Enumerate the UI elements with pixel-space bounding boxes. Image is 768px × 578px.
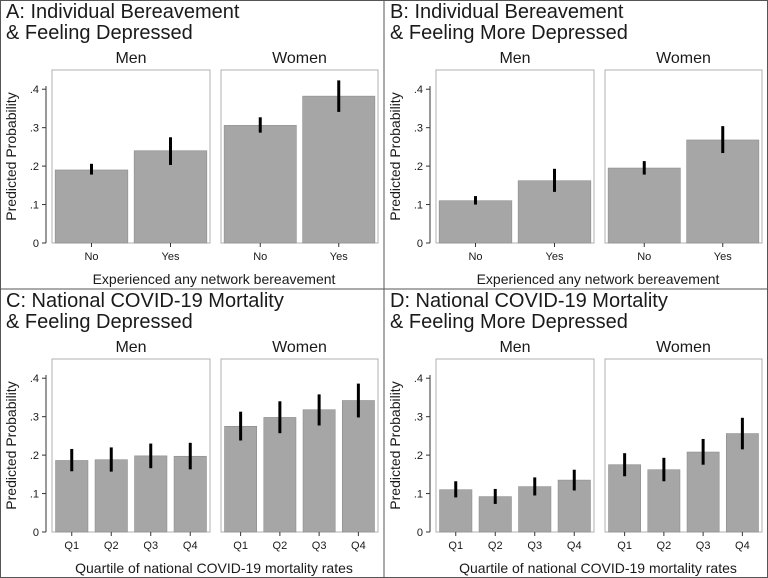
y-tick-label: .2 (414, 161, 423, 173)
x-tick-label: Yes (162, 251, 180, 263)
x-tick-label: Q2 (488, 540, 503, 552)
panel-a: A: Individual Bereavement & Feeling Depr… (0, 0, 384, 289)
x-axis-title: Quartile of national COVID-19 mortality … (75, 560, 353, 576)
bar (725, 433, 759, 533)
bar (607, 167, 681, 244)
x-tick-label: Q4 (351, 540, 366, 552)
panel-title: D: National COVID-19 Mortality & Feeling… (390, 291, 668, 333)
panel-b: B: Individual Bereavement & Feeling More… (384, 0, 768, 289)
panel-title-line-1: A: Individual Bereavement (6, 1, 240, 23)
bar (134, 455, 168, 533)
bar (686, 451, 720, 533)
panel-title-line-2: & Feeling More Depressed (390, 311, 628, 333)
x-axis-title: Experienced any network bereavement (477, 271, 720, 287)
panel-title-line-1: B: Individual Bereavement (390, 1, 624, 23)
y-tick-label: .3 (30, 123, 39, 135)
y-tick-label: .1 (30, 200, 39, 212)
x-tick-label: Q2 (273, 540, 288, 552)
bar (223, 125, 297, 244)
chart-d: Predicted Probability 0 .1 .2 .3 .4 Quartile o… (387, 339, 763, 576)
x-tick-label: Q1 (233, 540, 248, 552)
panel-title: C: National COVID-19 Mortality & Feeling… (6, 291, 284, 333)
subplot-title: Women (656, 339, 711, 356)
subplot-title: Women (272, 339, 327, 356)
x-tick-label: Yes (714, 251, 732, 263)
y-tick-label: .2 (414, 450, 423, 462)
subplot-title: Men (499, 50, 530, 67)
y-tick-label: 0 (417, 238, 423, 250)
x-tick-label: Yes (330, 251, 348, 263)
bar (302, 95, 376, 244)
x-tick-label: Q4 (567, 540, 582, 552)
x-tick-label: Q2 (657, 540, 672, 552)
panel-d: D: National COVID-19 Mortality & Feeling… (384, 289, 768, 578)
x-tick-label: Q3 (527, 540, 542, 552)
y-tick-label: .1 (414, 489, 423, 501)
x-tick-label: Yes (546, 251, 564, 263)
panel-title-line-1: C: National COVID-19 Mortality (6, 290, 284, 312)
bar (224, 425, 258, 533)
subplot-title: Men (115, 50, 146, 67)
panel-c: C: National COVID-19 Mortality & Feeling… (0, 289, 384, 578)
x-axis-title: Experienced any network bereavement (93, 271, 336, 287)
x-axis-title: Quartile of national COVID-19 mortality … (459, 560, 737, 576)
chart-c: Predicted Probability 0 .1 .2 .3 .4 Quartile o… (3, 339, 379, 576)
x-tick-label: Q1 (64, 540, 79, 552)
chart-b: Predicted Probability 0 .1 .2 .3 .4 Experience… (387, 50, 763, 287)
subplot-title: Women (272, 50, 327, 67)
panel-title-line-2: & Feeling Depressed (6, 311, 193, 333)
y-tick-label: .3 (414, 412, 423, 424)
panel-title: A: Individual Bereavement & Feeling Depr… (6, 2, 239, 44)
x-tick-label: Q1 (448, 540, 463, 552)
y-tick-label: .3 (30, 412, 39, 424)
y-tick-label: .4 (30, 373, 39, 385)
bar (438, 200, 513, 244)
y-axis-title: Predicted Probability (387, 92, 403, 220)
bar (686, 139, 760, 244)
y-tick-label: .2 (30, 161, 39, 173)
bar (263, 417, 297, 533)
x-tick-label: Q2 (104, 540, 119, 552)
x-tick-label: Q3 (143, 540, 158, 552)
x-tick-label: Q3 (696, 540, 711, 552)
y-tick-label: .2 (30, 450, 39, 462)
y-tick-label: .1 (30, 489, 39, 501)
bar (94, 459, 128, 533)
y-tick-label: 0 (33, 527, 39, 539)
y-tick-label: .4 (414, 84, 423, 96)
panel-title: B: Individual Bereavement & Feeling More… (390, 2, 628, 44)
bar (133, 150, 208, 244)
x-tick-label: Q4 (183, 540, 198, 552)
y-tick-label: .4 (414, 373, 423, 385)
y-tick-label: 0 (33, 238, 39, 250)
subplot-title: Women (656, 50, 711, 67)
y-tick-label: .4 (30, 84, 39, 96)
x-tick-label: No (637, 251, 651, 263)
x-tick-label: No (253, 251, 267, 263)
y-axis-title: Predicted Probability (3, 92, 19, 220)
x-tick-label: Q4 (735, 540, 750, 552)
chart-a: Predicted Probability 0 .1 .2 .3 .4 Experience… (3, 50, 379, 287)
panel-title-line-2: & Feeling Depressed (6, 22, 193, 44)
subplot-title: Men (115, 339, 146, 356)
y-axis-title: Predicted Probability (3, 381, 19, 509)
x-tick-label: Q3 (312, 540, 327, 552)
y-tick-label: .3 (414, 123, 423, 135)
y-tick-label: .1 (414, 200, 423, 212)
y-axis-title: Predicted Probability (387, 381, 403, 509)
panel-title-line-2: & Feeling More Depressed (390, 22, 628, 44)
y-tick-label: 0 (417, 527, 423, 539)
bar (341, 400, 375, 533)
x-tick-label: No (84, 251, 98, 263)
panel-title-line-1: D: National COVID-19 Mortality (390, 290, 668, 312)
x-tick-label: Q1 (617, 540, 632, 552)
subplot-title: Men (499, 339, 530, 356)
x-tick-label: No (468, 251, 482, 263)
